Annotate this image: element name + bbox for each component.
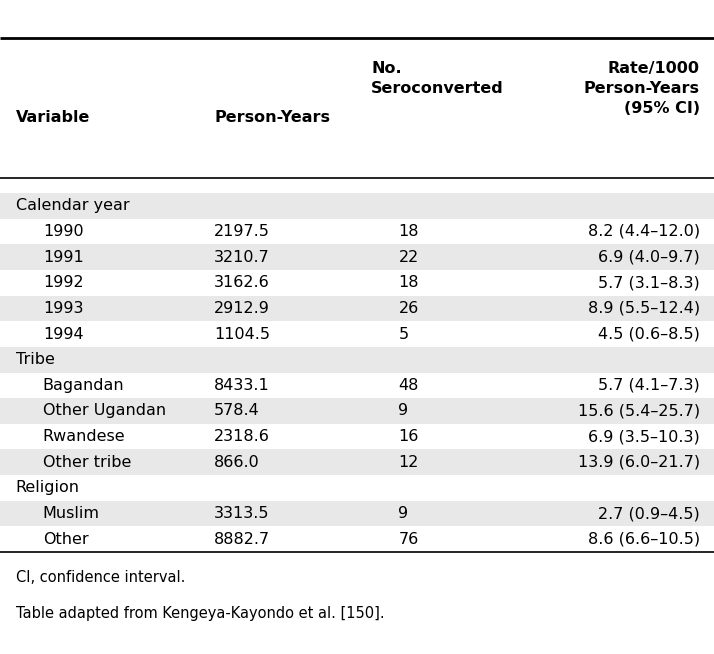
Text: 8.9 (5.5–12.4): 8.9 (5.5–12.4) [588, 301, 700, 316]
Text: 9: 9 [398, 506, 408, 521]
Text: 48: 48 [398, 378, 419, 393]
Text: 5.7 (3.1–8.3): 5.7 (3.1–8.3) [598, 275, 700, 290]
Text: 8.2 (4.4–12.0): 8.2 (4.4–12.0) [588, 224, 700, 239]
Bar [0, 296, 714, 321]
Text: 5: 5 [398, 326, 408, 341]
Text: CI, confidence interval.: CI, confidence interval. [16, 570, 185, 585]
Text: Rwandese: Rwandese [43, 429, 126, 444]
Text: 2318.6: 2318.6 [214, 429, 270, 444]
Text: Person-Years: Person-Years [214, 111, 330, 126]
Bar [0, 449, 714, 475]
Bar [0, 398, 714, 424]
Text: 3313.5: 3313.5 [214, 506, 270, 521]
Text: Bagandan: Bagandan [43, 378, 124, 393]
Text: Variable: Variable [16, 111, 90, 126]
Text: Other: Other [43, 532, 89, 547]
Text: 866.0: 866.0 [214, 455, 260, 470]
Text: 8.6 (6.6–10.5): 8.6 (6.6–10.5) [588, 532, 700, 547]
Text: 1992: 1992 [43, 275, 84, 290]
Text: 2912.9: 2912.9 [214, 301, 270, 316]
Text: 13.9 (6.0–21.7): 13.9 (6.0–21.7) [578, 455, 700, 470]
Text: 3162.6: 3162.6 [214, 275, 270, 290]
Text: 8882.7: 8882.7 [214, 532, 271, 547]
Text: 1994: 1994 [43, 326, 84, 341]
Text: 6.9 (4.0–9.7): 6.9 (4.0–9.7) [598, 250, 700, 265]
Text: Religion: Religion [16, 481, 80, 495]
Text: Muslim: Muslim [43, 506, 100, 521]
Text: 15.6 (5.4–25.7): 15.6 (5.4–25.7) [578, 404, 700, 419]
Bar [0, 347, 714, 373]
Text: 1104.5: 1104.5 [214, 326, 270, 341]
Text: Tribe: Tribe [16, 352, 54, 367]
Text: 12: 12 [398, 455, 419, 470]
Text: Table adapted from Kengeya-Kayondo et al. [150].: Table adapted from Kengeya-Kayondo et al… [16, 606, 384, 621]
Bar [0, 245, 714, 270]
Text: Other tribe: Other tribe [43, 455, 131, 470]
Text: 1993: 1993 [43, 301, 84, 316]
Text: 2197.5: 2197.5 [214, 224, 270, 239]
Text: 3210.7: 3210.7 [214, 250, 270, 265]
Text: 76: 76 [398, 532, 418, 547]
Text: 18: 18 [398, 275, 419, 290]
Text: 4.5 (0.6–8.5): 4.5 (0.6–8.5) [598, 326, 700, 341]
Text: 1991: 1991 [43, 250, 84, 265]
Text: 578.4: 578.4 [214, 404, 260, 419]
Text: 18: 18 [398, 224, 419, 239]
Text: 5.7 (4.1–7.3): 5.7 (4.1–7.3) [598, 378, 700, 393]
Text: 6.9 (3.5–10.3): 6.9 (3.5–10.3) [588, 429, 700, 444]
Bar [0, 501, 714, 526]
Text: Calendar year: Calendar year [16, 198, 129, 213]
Text: 2.7 (0.9–4.5): 2.7 (0.9–4.5) [598, 506, 700, 521]
Text: No.
Seroconverted: No. Seroconverted [371, 61, 504, 96]
Text: 16: 16 [398, 429, 419, 444]
Text: 22: 22 [398, 250, 418, 265]
Text: 9: 9 [398, 404, 408, 419]
Text: Other Ugandan: Other Ugandan [43, 404, 166, 419]
Text: 1990: 1990 [43, 224, 84, 239]
Text: Rate/1000
Person-Years
(95% CI): Rate/1000 Person-Years (95% CI) [584, 61, 700, 116]
Text: 26: 26 [398, 301, 418, 316]
Text: 8433.1: 8433.1 [214, 378, 270, 393]
Bar [0, 193, 714, 218]
